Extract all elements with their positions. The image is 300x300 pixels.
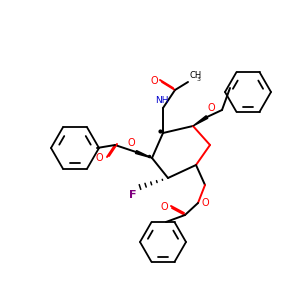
Polygon shape — [193, 116, 208, 126]
Text: O: O — [160, 202, 168, 212]
Polygon shape — [136, 151, 152, 158]
Text: O: O — [128, 138, 135, 148]
Text: CH: CH — [190, 71, 202, 80]
Text: F: F — [130, 190, 137, 200]
Text: O: O — [208, 103, 216, 113]
Text: NH: NH — [155, 96, 169, 105]
Text: O: O — [95, 153, 103, 163]
Text: O: O — [201, 198, 208, 208]
Text: 3: 3 — [197, 77, 201, 82]
Text: O: O — [150, 76, 158, 86]
